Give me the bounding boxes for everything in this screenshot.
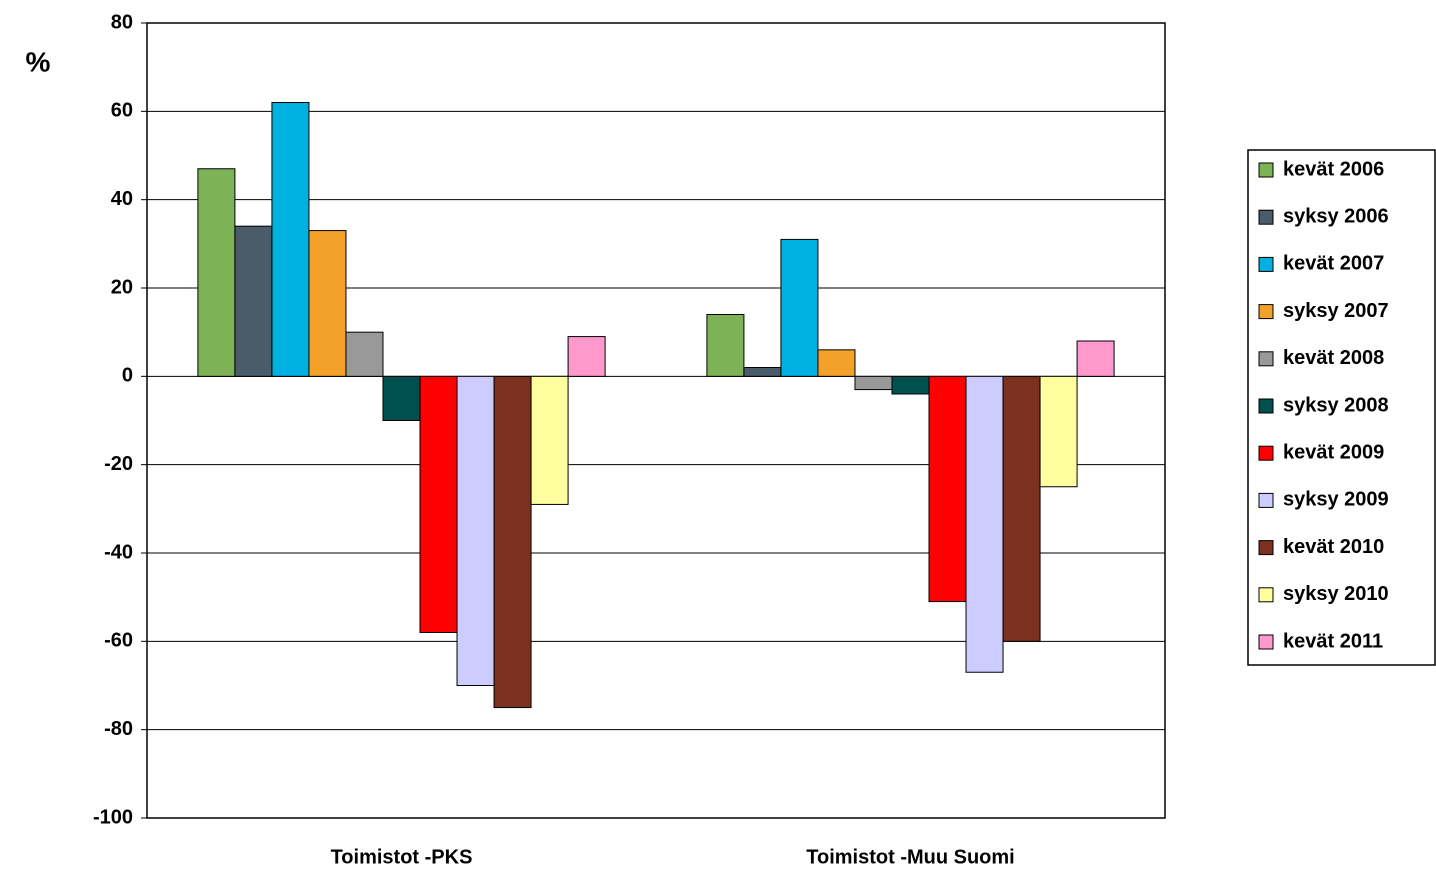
bar	[567, 336, 606, 377]
legend-swatch	[1258, 162, 1274, 178]
bar	[891, 375, 930, 395]
bar	[197, 168, 236, 377]
legend-label: kevät 2006	[1283, 158, 1384, 180]
bar	[965, 375, 1004, 673]
bar	[382, 375, 421, 422]
plot-area	[146, 22, 1166, 819]
legend-swatch	[1258, 540, 1274, 556]
legend-label: kevät 2007	[1283, 253, 1384, 275]
legend-box	[1247, 149, 1436, 666]
y-tick-label: 40	[111, 188, 133, 210]
bar	[1076, 340, 1115, 377]
bar	[271, 102, 310, 377]
legend-swatch	[1258, 351, 1274, 367]
legend-label: kevät 2009	[1283, 441, 1384, 463]
x-tick-label: Toimistot -PKS	[331, 846, 473, 868]
y-axis-label: %	[26, 46, 51, 77]
bar	[456, 375, 495, 686]
bar	[817, 349, 856, 377]
bar	[308, 230, 347, 377]
bar	[493, 375, 532, 709]
legend-swatch	[1258, 587, 1274, 603]
legend-swatch	[1258, 398, 1274, 414]
y-tick-label: -20	[104, 453, 133, 475]
legend-label: syksy 2006	[1283, 205, 1389, 227]
legend-swatch	[1258, 492, 1274, 508]
bar	[234, 225, 273, 377]
bar	[706, 314, 745, 377]
legend-label: syksy 2007	[1283, 300, 1389, 322]
legend-swatch	[1258, 209, 1274, 225]
bar	[1039, 375, 1078, 488]
legend-swatch	[1258, 256, 1274, 272]
y-tick-label: -60	[104, 630, 133, 652]
bar	[743, 367, 782, 377]
y-tick-label: -100	[93, 806, 133, 828]
bar	[345, 331, 384, 377]
bar	[780, 238, 819, 377]
bar	[530, 375, 569, 505]
bar	[928, 375, 967, 603]
legend-swatch	[1258, 634, 1274, 650]
legend-swatch	[1258, 445, 1274, 461]
bar	[419, 375, 458, 633]
legend-label: kevät 2010	[1283, 536, 1384, 558]
x-tick-label: Toimistot -Muu Suomi	[806, 846, 1015, 868]
legend-swatch	[1258, 304, 1274, 320]
legend-label: syksy 2008	[1283, 394, 1389, 416]
legend-label: syksy 2010	[1283, 583, 1389, 605]
y-tick-label: 60	[111, 100, 133, 122]
y-tick-label: -80	[104, 718, 133, 740]
y-tick-label: 20	[111, 276, 133, 298]
y-tick-label: 80	[111, 11, 133, 33]
legend-label: kevät 2011	[1283, 630, 1383, 652]
y-tick-label: 0	[122, 365, 133, 387]
y-tick-label: -40	[104, 541, 133, 563]
bar	[854, 375, 893, 391]
legend-label: syksy 2009	[1283, 489, 1389, 511]
legend-label: kevät 2008	[1283, 347, 1384, 369]
bar	[1002, 375, 1041, 642]
